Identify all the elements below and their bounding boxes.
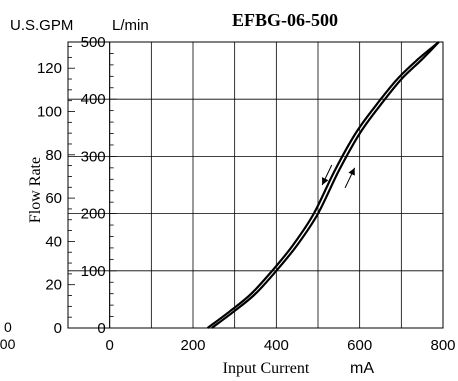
lmin-tick-label: 500 — [81, 34, 106, 51]
chart-curves — [206, 41, 440, 329]
chart-title: EFBG-06-500 — [232, 10, 338, 30]
edge-fragment-bottom-left: 900 — [0, 336, 16, 352]
x-axis-label: Input Current — [223, 360, 310, 377]
gpm-tick-label: 100 — [37, 103, 62, 120]
y-left-unit-label: U.S.GPM — [10, 17, 73, 34]
gpm-tick-label: 20 — [45, 277, 62, 294]
edge-fragment-left: 0 — [4, 319, 12, 335]
gpm-tick-label: 0 — [54, 320, 62, 337]
x-tick-label: 0 — [105, 337, 113, 354]
hysteresis-curve-increasing — [211, 41, 440, 329]
chart-arrows — [321, 164, 356, 189]
x-tick-label: 400 — [264, 337, 289, 354]
increasing-arrow-head — [348, 167, 355, 176]
gpm-tick-label: 60 — [45, 190, 62, 207]
lmin-tick-label: 0 — [97, 320, 105, 337]
y-right-unit-label: L/min — [112, 17, 149, 34]
chart-ticks: 0 100 200 300 400 500 0 20 40 60 80 100 120 0 200 400 60… — [37, 34, 456, 354]
x-unit-label: mA — [350, 360, 374, 377]
chart-grid — [67, 41, 444, 329]
lmin-tick-label: 200 — [81, 206, 106, 223]
gpm-tick-label: 80 — [45, 147, 62, 164]
decreasing-arrow-head — [322, 177, 329, 185]
x-tick-label: 200 — [180, 337, 205, 354]
y-axis-label: Flow Rate — [27, 157, 44, 223]
plot-frame — [67, 41, 444, 329]
hysteresis-curve-decreasing — [206, 41, 440, 329]
gpm-tick-label: 120 — [37, 60, 62, 77]
gpm-tick-label: 40 — [45, 233, 62, 250]
lmin-tick-label: 400 — [81, 91, 106, 108]
lmin-tick-label: 300 — [81, 148, 106, 165]
x-tick-label: 800 — [430, 337, 455, 354]
lmin-tick-label: 100 — [81, 263, 106, 280]
x-tick-label: 600 — [347, 337, 372, 354]
